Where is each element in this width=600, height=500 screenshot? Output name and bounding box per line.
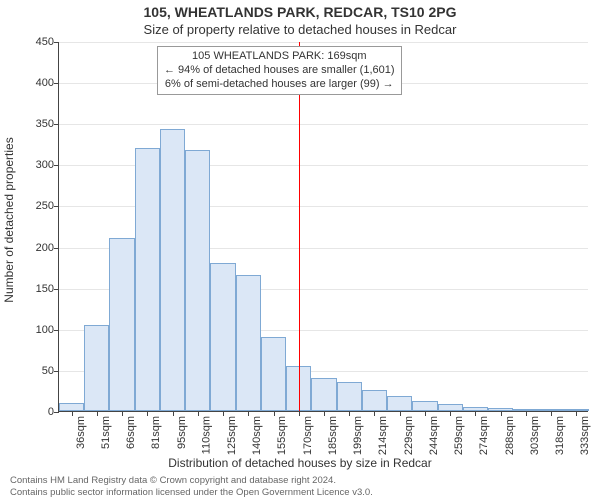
x-tick	[425, 411, 426, 416]
annotation-line2: ← 94% of detached houses are smaller (1,…	[164, 64, 395, 76]
x-tick	[324, 411, 325, 416]
y-tick	[54, 330, 59, 331]
histogram-bar	[59, 403, 84, 411]
y-tick-label: 150	[14, 283, 54, 295]
histogram-bar	[387, 396, 412, 411]
histogram-bar	[135, 148, 160, 411]
plot-area: 105 WHEATLANDS PARK: 169sqm ← 94% of deta…	[58, 42, 588, 412]
title-sub: Size of property relative to detached ho…	[0, 22, 600, 37]
x-tick	[400, 411, 401, 416]
title-main: 105, WHEATLANDS PARK, REDCAR, TS10 2PG	[0, 4, 600, 20]
histogram-bar	[84, 325, 109, 411]
x-tick	[223, 411, 224, 416]
x-tick-label: 318sqm	[554, 416, 566, 455]
x-tick	[576, 411, 577, 416]
y-tick	[54, 42, 59, 43]
histogram-bar	[236, 275, 261, 411]
histogram-bar	[261, 337, 286, 411]
histogram-bar	[185, 150, 210, 411]
y-tick-label: 200	[14, 242, 54, 254]
annotation-line1: 105 WHEATLANDS PARK: 169sqm	[192, 50, 366, 62]
x-tick-label: 185sqm	[327, 416, 339, 455]
x-tick-label: 229sqm	[403, 416, 415, 455]
x-tick	[274, 411, 275, 416]
y-tick-label: 250	[14, 200, 54, 212]
x-tick-label: 170sqm	[302, 416, 314, 455]
x-tick-label: 140sqm	[251, 416, 263, 455]
x-tick-label: 36sqm	[75, 416, 87, 449]
x-tick-label: 244sqm	[428, 416, 440, 455]
y-tick-label: 300	[14, 159, 54, 171]
x-tick	[551, 411, 552, 416]
y-tick	[54, 289, 59, 290]
x-tick-label: 155sqm	[277, 416, 289, 455]
x-tick-label: 125sqm	[226, 416, 238, 455]
x-tick-label: 66sqm	[125, 416, 137, 449]
x-tick	[374, 411, 375, 416]
x-tick	[122, 411, 123, 416]
x-tick	[299, 411, 300, 416]
y-tick	[54, 165, 59, 166]
y-tick-label: 450	[14, 36, 54, 48]
y-tick-label: 100	[14, 324, 54, 336]
x-tick-label: 259sqm	[453, 416, 465, 455]
histogram-bar	[210, 263, 235, 411]
histogram-bar	[311, 378, 336, 411]
y-tick	[54, 248, 59, 249]
x-tick-label: 288sqm	[504, 416, 516, 455]
y-tick-label: 50	[14, 365, 54, 377]
x-tick-label: 95sqm	[176, 416, 188, 449]
x-tick-label: 110sqm	[201, 416, 213, 454]
histogram-bar	[362, 390, 387, 411]
x-tick	[173, 411, 174, 416]
marker-line	[299, 42, 300, 411]
x-tick-label: 199sqm	[352, 416, 364, 455]
x-tick-label: 274sqm	[478, 416, 490, 455]
annotation-line3: 6% of semi-detached houses are larger (9…	[165, 78, 394, 90]
y-tick	[54, 371, 59, 372]
x-tick	[72, 411, 73, 416]
x-tick	[198, 411, 199, 416]
x-tick	[349, 411, 350, 416]
x-tick-label: 214sqm	[377, 416, 389, 455]
gridline	[59, 124, 588, 125]
x-axis-label: Distribution of detached houses by size …	[0, 456, 600, 470]
x-tick-label: 333sqm	[579, 416, 591, 455]
x-tick	[147, 411, 148, 416]
histogram-bar	[412, 401, 437, 411]
x-tick-label: 81sqm	[150, 416, 162, 449]
x-tick	[501, 411, 502, 416]
x-tick-label: 51sqm	[100, 416, 112, 449]
annotation-box: 105 WHEATLANDS PARK: 169sqm ← 94% of deta…	[157, 46, 402, 95]
histogram-bar	[109, 238, 134, 411]
x-tick-label: 303sqm	[529, 416, 541, 455]
y-tick	[54, 412, 59, 413]
footer-line2: Contains public sector information licen…	[10, 487, 373, 498]
x-tick	[97, 411, 98, 416]
footer-line1: Contains HM Land Registry data © Crown c…	[10, 475, 336, 486]
x-tick	[526, 411, 527, 416]
footer-attribution: Contains HM Land Registry data © Crown c…	[10, 475, 373, 498]
y-tick-label: 400	[14, 77, 54, 89]
x-tick	[450, 411, 451, 416]
y-tick	[54, 124, 59, 125]
histogram-bar	[160, 129, 185, 411]
y-tick-label: 0	[14, 406, 54, 418]
gridline	[59, 42, 588, 43]
y-tick	[54, 206, 59, 207]
figure: 105, WHEATLANDS PARK, REDCAR, TS10 2PG S…	[0, 0, 600, 500]
x-tick	[475, 411, 476, 416]
y-tick	[54, 83, 59, 84]
x-tick	[248, 411, 249, 416]
histogram-bar	[337, 382, 362, 411]
y-tick-label: 350	[14, 118, 54, 130]
